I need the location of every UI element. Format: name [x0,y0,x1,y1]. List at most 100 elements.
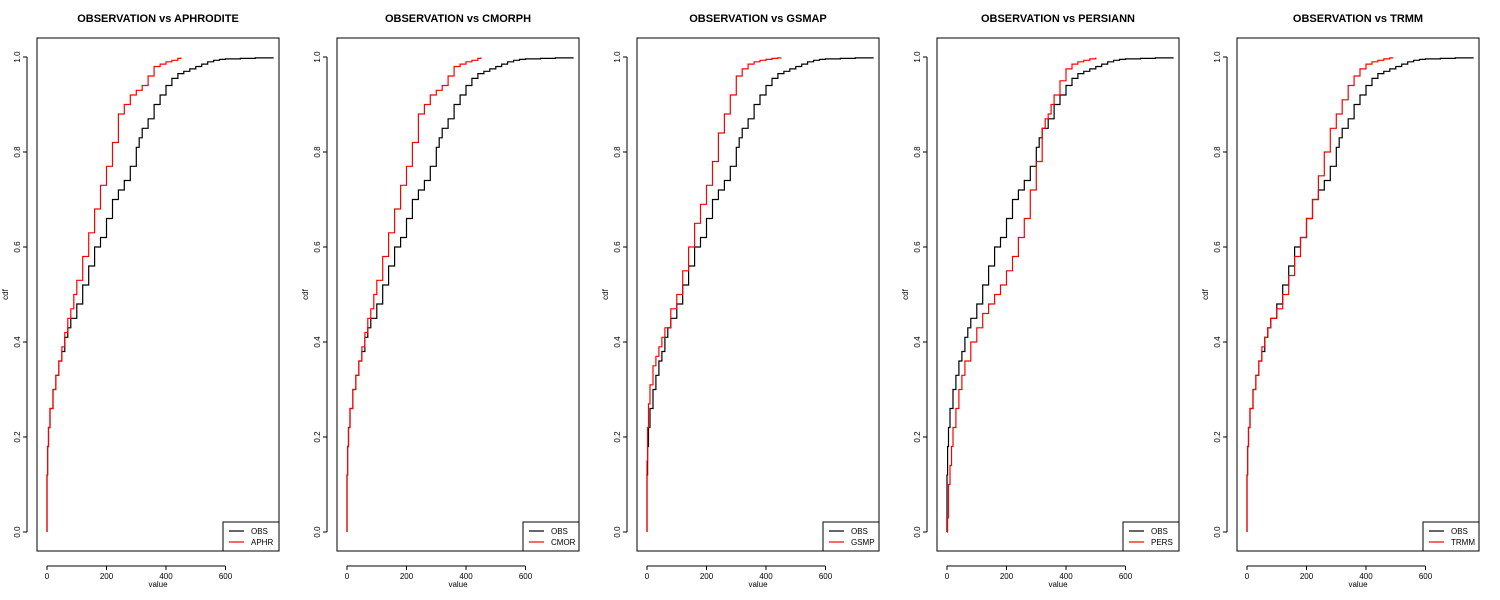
y-tick-label: 0.8 [613,146,622,158]
series-line-cmor [346,57,482,532]
x-tick-label: 200 [100,572,114,581]
y-tick-label: 0.4 [13,336,22,348]
y-tick-label: 0.6 [13,241,22,253]
legend-label: OBS [551,527,568,536]
series-line-obs [646,57,874,532]
y-axis-label: cdf [1,288,10,299]
chart-panel: OBSERVATION vs CMORPH 0 200 400 600 value 0.0 0… [301,13,580,589]
y-tick-label: 0.4 [913,336,922,348]
x-tick-label: 400 [1359,572,1373,581]
y-tick-label: 1.0 [13,51,22,63]
chart-panel: OBSERVATION vs PERSIANN 0 200 400 600 value 0.… [901,13,1180,589]
series-line-obs [46,57,274,532]
legend-label: OBS [851,527,868,536]
x-tick-label: 400 [759,572,773,581]
plot-frame [1236,37,1480,552]
y-tick-label: 0.0 [1213,526,1222,538]
x-axis-label: value [1048,580,1068,589]
series-line-obs [1246,57,1474,532]
y-tick-label: 0.0 [313,526,322,538]
y-tick-label: 0.6 [613,241,622,253]
legend-box [1122,521,1180,552]
legend-box [522,521,580,552]
plot-frame [336,37,580,552]
legend-label: OBS [1151,527,1168,536]
y-tick-label: 0.4 [313,336,322,348]
y-tick-label: 0.8 [913,146,922,158]
x-tick-label: 400 [459,572,473,581]
chart-panel: OBSERVATION vs APHRODITE 0 200 400 600 value 0… [1,13,280,589]
y-axis-label: cdf [301,288,310,299]
chart-title: OBSERVATION vs APHRODITE [77,13,239,25]
legend-label: OBS [251,527,268,536]
legend-label: OBS [1451,527,1468,536]
y-tick-label: 0.2 [613,431,622,443]
x-tick-label: 0 [645,572,650,581]
x-tick-label: 400 [1059,572,1073,581]
x-axis-label: value [748,580,768,589]
series-line-obs [946,57,1174,532]
legend-label: CMOR [551,538,576,547]
x-axis-label: value [1348,580,1368,589]
y-tick-label: 0.0 [913,526,922,538]
series-line-pers [947,57,1097,533]
y-tick-label: 0.0 [13,526,22,538]
x-tick-label: 600 [519,572,533,581]
chart-panel: OBSERVATION vs GSMAP 0 200 400 600 value 0.0 0.… [601,13,880,589]
x-tick-label: 200 [1300,572,1314,581]
plot-frame [636,37,880,552]
y-tick-label: 0.6 [1213,241,1222,253]
legend-box [822,521,880,552]
series-line-aphr [46,57,182,532]
x-tick-label: 200 [1000,572,1014,581]
x-axis-label: value [448,580,468,589]
x-tick-label: 200 [400,572,414,581]
legend-label: GSMP [851,538,875,547]
y-tick-label: 0.0 [613,526,622,538]
y-tick-label: 1.0 [613,51,622,63]
y-tick-label: 0.2 [13,431,22,443]
x-tick-label: 0 [1245,572,1250,581]
series-line-gsmp [646,57,782,532]
y-tick-label: 0.6 [913,241,922,253]
y-tick-label: 1.0 [913,51,922,63]
chart-title: OBSERVATION vs GSMAP [689,13,827,25]
chart-title: OBSERVATION vs TRMM [1293,13,1423,25]
x-axis-label: value [148,580,168,589]
chart-title: OBSERVATION vs PERSIANN [981,13,1135,25]
legend-label: TRMM [1451,538,1475,547]
y-tick-label: 0.8 [1213,146,1222,158]
x-tick-label: 600 [819,572,833,581]
y-axis-label: cdf [1201,288,1210,299]
series-line-trmm [1246,57,1394,532]
legend-box [222,521,280,552]
y-tick-label: 0.6 [313,241,322,253]
x-tick-label: 400 [159,572,173,581]
chart-panel: OBSERVATION vs TRMM 0 200 400 600 value 0.0 0.2… [1201,13,1480,589]
legend-label: PERS [1151,538,1173,547]
y-tick-label: 1.0 [1213,51,1222,63]
x-tick-label: 0 [345,572,350,581]
y-tick-label: 0.2 [1213,431,1222,443]
plot-frame [36,37,280,552]
legend-label: APHR [251,538,273,547]
y-tick-label: 0.4 [613,336,622,348]
y-tick-label: 0.8 [13,146,22,158]
y-tick-label: 1.0 [313,51,322,63]
chart-title: OBSERVATION vs CMORPH [385,13,531,25]
legend-box [1422,521,1480,552]
series-line-obs [346,57,574,532]
x-tick-label: 600 [1119,572,1133,581]
x-tick-label: 600 [219,572,233,581]
y-axis-label: cdf [601,288,610,299]
y-tick-label: 0.2 [313,431,322,443]
y-tick-label: 0.2 [913,431,922,443]
y-axis-label: cdf [901,288,910,299]
plot-frame [936,37,1180,552]
x-tick-label: 600 [1419,572,1433,581]
x-tick-label: 200 [700,572,714,581]
x-tick-label: 0 [945,572,950,581]
y-tick-label: 0.4 [1213,336,1222,348]
y-tick-label: 0.8 [313,146,322,158]
